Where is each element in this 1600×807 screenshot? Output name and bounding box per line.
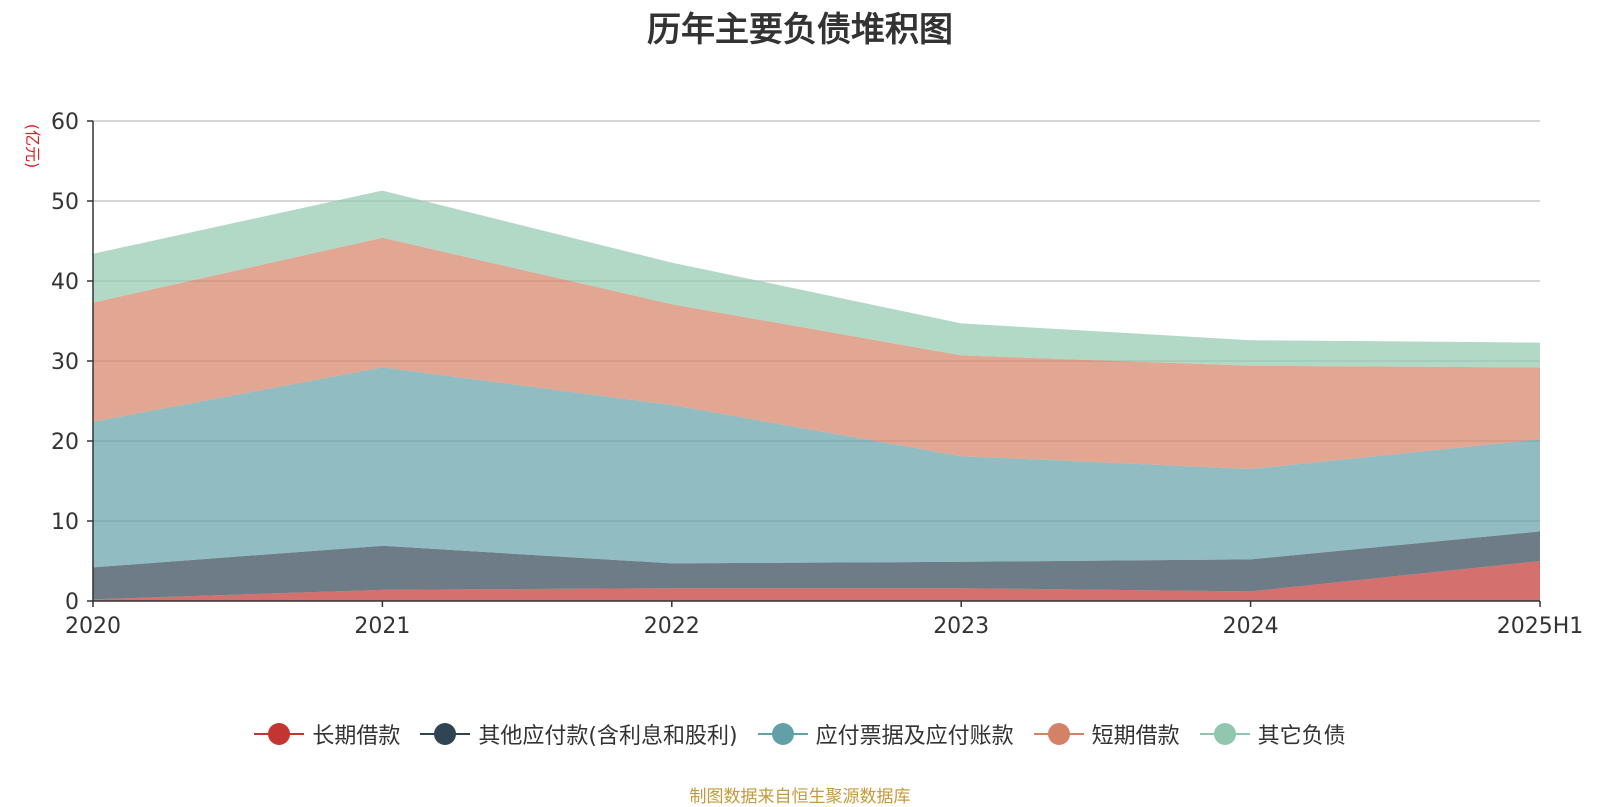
legend-label: 应付票据及应付账款 [815,724,1014,749]
axes: 0 10 20 30 40 50 60 2020 2021 2022 2023 2024 2025H1 (… [23,110,1583,639]
y-tick-label: 40 [51,270,79,295]
legend-item[interactable]: 应付票据及应付账款 [757,718,1014,750]
stacked-areas [93,190,1540,601]
legend-marker-icon [1033,723,1084,745]
legend-item[interactable]: 其他应付款(含利息和股利) [420,718,738,750]
legend-label: 其他应付款(含利息和股利) [478,724,738,749]
y-tick-label: 20 [51,430,79,455]
area-series[interactable] [93,367,1540,568]
y-tick-label: 10 [51,510,79,535]
y-tick-label: 30 [51,350,79,375]
x-tick-label: 2023 [933,614,989,639]
x-tick-label: 2025H1 [1497,614,1584,639]
legend-marker-icon [254,723,305,745]
legend-label: 短期借款 [1091,724,1180,749]
source-note: 制图数据来自恒生聚源数据库 [689,787,911,807]
legend-marker-icon [420,723,471,745]
x-tick-label: 2020 [65,614,121,639]
legend-item[interactable]: 短期借款 [1033,718,1180,750]
x-tick-label: 2021 [354,614,410,639]
area-series[interactable] [93,561,1540,601]
area-series[interactable] [93,237,1540,469]
area-series[interactable] [93,531,1540,600]
legend-label: 其它负债 [1257,724,1346,749]
legend-marker-icon [1199,723,1250,745]
y-axis-label: (亿元) [23,124,42,169]
legend: 长期借款 其他应付款(含利息和股利) 应付票据及应付账款 短期借款 其它负债 [0,718,1600,750]
chart-title: 历年主要负债堆积图 [647,10,953,50]
y-tick-label: 60 [51,110,79,135]
legend-label: 长期借款 [312,724,401,749]
legend-marker-icon [757,723,808,745]
x-tick-label: 2022 [644,614,700,639]
x-tick-label: 2024 [1223,614,1279,639]
area-series[interactable] [93,190,1540,368]
y-tick-label: 0 [65,590,79,615]
legend-item[interactable]: 长期借款 [254,718,400,750]
y-tick-label: 50 [51,190,79,215]
legend-item[interactable]: 其它负债 [1199,718,1346,750]
